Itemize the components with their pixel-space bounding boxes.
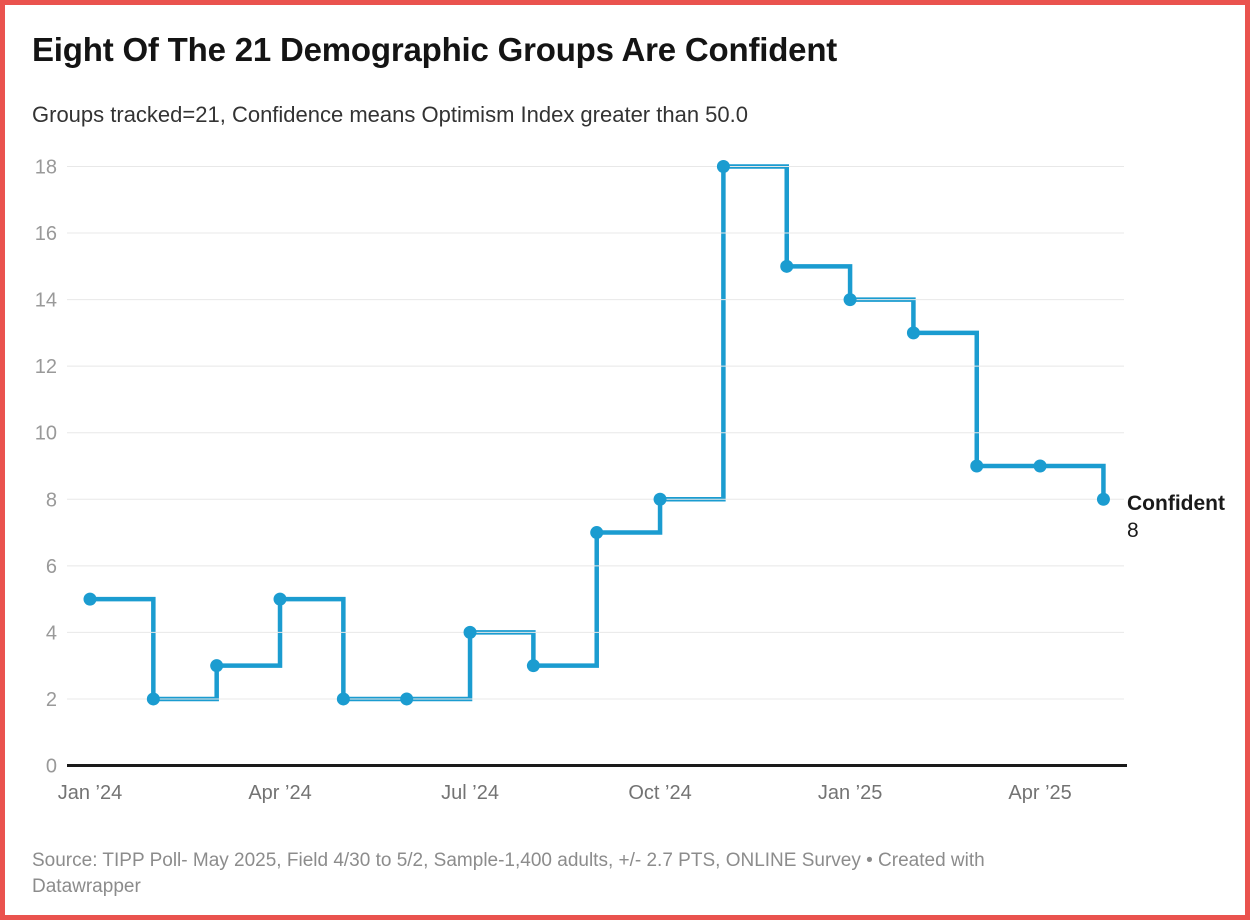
data-point-dot <box>716 159 730 173</box>
data-point-dot <box>1096 492 1110 506</box>
y-tick-label: 10 <box>35 423 57 445</box>
data-point-dot <box>273 592 287 606</box>
y-tick-label: 16 <box>35 223 57 245</box>
y-tick-label: 18 <box>35 156 57 178</box>
y-tick-label: 6 <box>46 556 57 578</box>
source-credit: Source: TIPP Poll- May 2025, Field 4/30 … <box>32 850 985 898</box>
data-point-dot <box>970 459 984 473</box>
x-tick-label: Jul ’24 <box>441 782 499 804</box>
y-tick-label: 2 <box>46 689 57 711</box>
data-point-dot <box>653 492 667 506</box>
y-tick-label: 8 <box>46 489 57 511</box>
x-tick-label: Jan ’25 <box>818 782 883 804</box>
data-point-dot <box>146 692 160 706</box>
x-tick-label: Oct ’24 <box>628 782 691 804</box>
x-tick-label: Apr ’25 <box>1008 782 1071 804</box>
data-point-dot <box>843 293 857 307</box>
y-tick-label: 12 <box>35 356 57 378</box>
data-point-dot <box>526 659 540 673</box>
chart-subtitle: Groups tracked=21, Confidence means Opti… <box>32 102 748 127</box>
data-point-dot <box>590 526 604 540</box>
data-point-dot <box>463 625 477 639</box>
y-tick-label: 4 <box>46 622 57 644</box>
data-point-dot <box>780 259 794 273</box>
series-end-value: 8 <box>1127 519 1139 542</box>
data-point-dot <box>83 592 97 606</box>
x-tick-label: Jan ’24 <box>58 782 123 804</box>
data-point-dot <box>336 692 350 706</box>
chart-title: Eight Of The 21 Demographic Groups Are C… <box>32 31 838 68</box>
y-tick-label: 0 <box>46 756 57 778</box>
data-point-dot <box>210 659 224 673</box>
series-end-label: Confident <box>1127 492 1225 515</box>
step-line-chart: Apr ’25 Jan ’25 Oct ’24 Jul ’24 Apr ’24 Jan ’… <box>35 156 1225 804</box>
y-tick-label: 14 <box>35 290 57 312</box>
data-point-dot <box>906 326 920 340</box>
data-point-dot <box>400 692 414 706</box>
data-point-dot <box>1033 459 1047 473</box>
x-tick-label: Apr ’24 <box>248 782 311 804</box>
